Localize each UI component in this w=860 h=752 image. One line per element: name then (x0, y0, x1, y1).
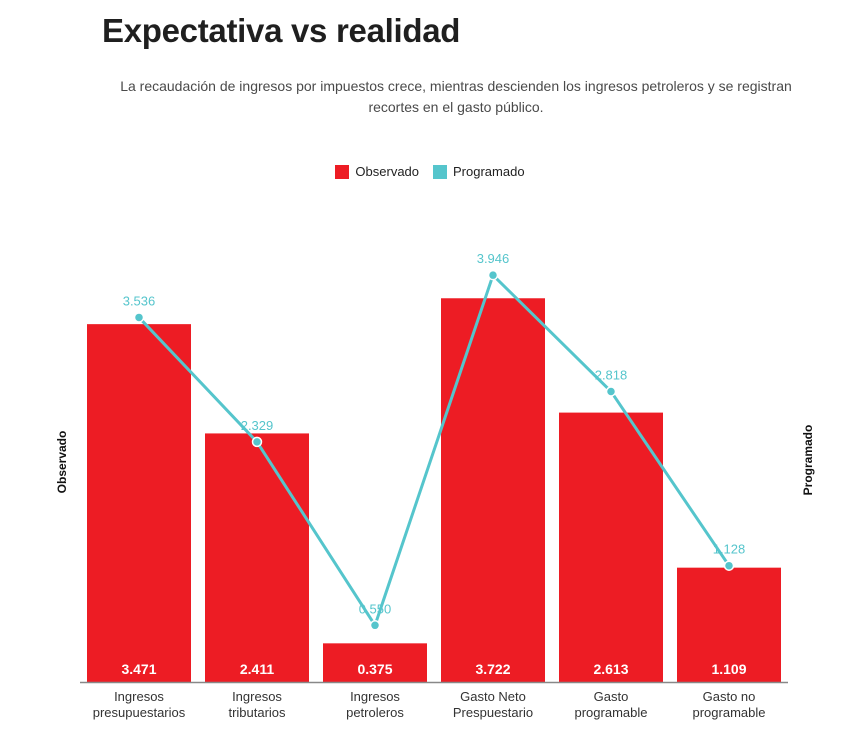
line-point-programado[interactable] (369, 620, 381, 631)
bar-value-label: 2.411 (240, 661, 274, 677)
x-tick-label: Gasto Neto (460, 689, 526, 704)
x-tick-label: tributarios (228, 705, 286, 720)
bar-observado[interactable] (205, 433, 309, 682)
category-labels-group: IngresospresupuestariosIngresostributari… (93, 689, 766, 720)
bar-labels-group: 3.471 2.411 0.375 3.722 2.613 1.109 (121, 661, 746, 677)
line-point-programado[interactable] (133, 312, 145, 323)
line-point-programado[interactable] (251, 436, 263, 448)
x-tick-label: Prespuestario (453, 705, 533, 720)
bar-value-label: 1.109 (711, 661, 746, 677)
x-tick-label: Gasto no (703, 689, 756, 704)
line-programado (137, 273, 731, 627)
line-value-label: 3.536 (123, 293, 156, 308)
bar-value-label: 2.613 (593, 661, 628, 677)
x-tick-label: programable (693, 705, 766, 720)
legend-swatch-programado (433, 164, 448, 179)
legend: Observado Programado (0, 164, 860, 179)
legend-label-observado: Observado (355, 164, 420, 179)
x-tick-label: Gasto (594, 689, 629, 704)
x-tick-label: programable (575, 705, 648, 720)
x-tick-label: petroleros (346, 705, 404, 720)
x-tick-label: Ingresos (232, 689, 282, 704)
bar-observado[interactable] (559, 412, 663, 682)
y-axis-title-left: Observado (55, 431, 69, 494)
line-value-label: 0.550 (359, 601, 392, 616)
bar-observado[interactable] (677, 567, 781, 682)
bar-observado[interactable] (441, 298, 545, 682)
chart-subtitle: La recaudación de ingresos por impuestos… (120, 78, 792, 115)
bar-observado[interactable] (323, 643, 427, 682)
x-tick-label: Ingresos (350, 689, 400, 704)
legend-swatch-observado (335, 164, 350, 179)
bar-value-label: 3.722 (475, 661, 510, 677)
bar-observado[interactable] (87, 324, 191, 682)
line-value-label: 1.128 (713, 542, 746, 557)
line-point-programado[interactable] (723, 560, 735, 571)
line-series-group: 3.536 2.329 0.550 3.946 2.818 1.128 (123, 251, 746, 631)
line-point-programado[interactable] (487, 269, 499, 281)
chart-title: Expectativa vs realidad (102, 12, 461, 49)
line-value-label: 2.818 (595, 367, 628, 382)
legend-item-programado[interactable]: Programado (433, 164, 525, 179)
y-axis-title-right: Programado (801, 425, 815, 496)
line-value-label: 2.329 (241, 418, 274, 433)
legend-item-observado[interactable]: Observado (335, 164, 419, 179)
line-point-programado[interactable] (605, 386, 617, 397)
x-tick-label: presupuestarios (93, 705, 186, 720)
bars-group (87, 298, 781, 682)
bar-value-label: 3.471 (121, 661, 156, 677)
line-value-label: 3.946 (477, 251, 510, 266)
legend-label-programado: Programado (453, 164, 525, 179)
x-tick-label: Ingresos (114, 689, 164, 704)
bar-value-label: 0.375 (357, 661, 392, 677)
